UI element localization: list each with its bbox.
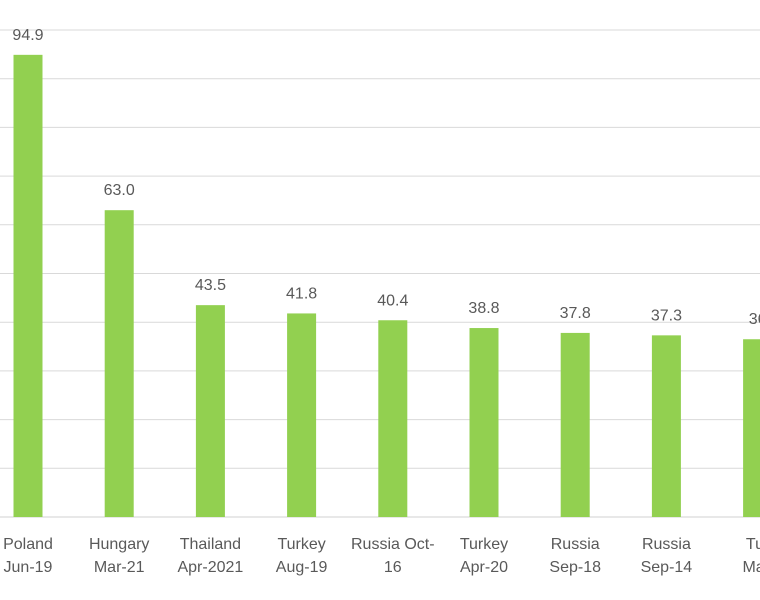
category-tick-label: Mar-21	[94, 559, 145, 576]
category-tick-labels: Poland Jun-19 Hungary Mar-21 Thailand Apr-202…	[3, 536, 760, 576]
bar	[104, 210, 134, 517]
data-label: 40.4	[377, 292, 408, 309]
data-label: 36	[749, 311, 760, 328]
bar	[651, 335, 681, 517]
data-label: 63.0	[104, 182, 135, 199]
bar	[743, 339, 760, 517]
bar	[287, 313, 317, 517]
category-tick-label: May	[742, 559, 760, 576]
data-labels: 94.9 63.0 43.5 41.8 40.4 38.8 37.8 37.3 36	[12, 27, 760, 328]
category-tick-label: Turkey	[277, 536, 325, 553]
category-tick-label: Sep-14	[641, 559, 693, 576]
bars	[13, 54, 760, 517]
category-tick-label: 16	[384, 559, 402, 576]
category-tick-label: Aug-19	[276, 559, 328, 576]
bar	[195, 305, 225, 517]
category-tick-label: Turkey	[460, 536, 508, 553]
category-tick-label: Jun-19	[4, 559, 53, 576]
data-label: 43.5	[195, 277, 226, 294]
bar	[13, 54, 43, 517]
category-tick-label: Hungary	[89, 536, 149, 553]
data-label: 94.9	[12, 27, 43, 44]
category-tick-label: Russia Oct-	[351, 536, 435, 553]
data-label: 38.8	[468, 300, 499, 317]
category-tick-label: Poland	[3, 536, 53, 553]
category-tick-label: Sep-18	[549, 559, 601, 576]
data-label: 41.8	[286, 285, 317, 302]
bar	[560, 332, 590, 517]
category-tick-label: Thailand	[180, 536, 241, 553]
category-tick-label: Russia	[642, 536, 691, 553]
bar	[378, 320, 408, 517]
category-tick-label: Tur	[746, 536, 760, 553]
category-tick-label: Russia	[551, 536, 600, 553]
bar	[469, 328, 499, 517]
category-tick-label: Apr-20	[460, 559, 508, 576]
data-label: 37.3	[651, 307, 682, 324]
data-label: 37.8	[560, 305, 591, 322]
category-tick-label: Apr-2021	[177, 559, 243, 576]
